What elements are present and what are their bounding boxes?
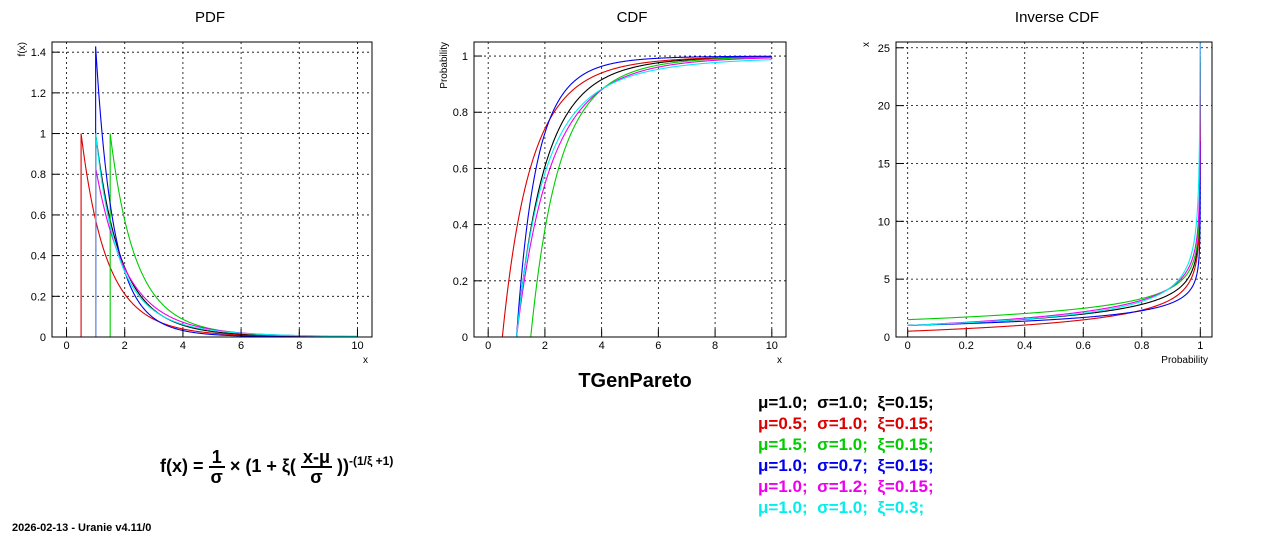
plot-frame-pdf	[51, 41, 373, 338]
series-2-line	[501, 56, 772, 337]
y-tick-label: 0	[884, 332, 890, 344]
y-tick-label: 0.2	[453, 276, 468, 288]
legend-entry-3: μ=1.5; σ=1.0; ξ=0.15;	[758, 435, 934, 454]
legend: μ=1.0; σ=1.0; ξ=0.15; μ=0.5; σ=1.0; ξ=0.…	[758, 392, 934, 518]
x-axis-label-cdf: x	[777, 355, 782, 366]
x-tick-label: 6	[655, 340, 661, 352]
x-tick-label: 0	[63, 340, 69, 352]
x-tick-label: 0.4	[1017, 340, 1032, 352]
formula-lhs: f(x) =	[160, 455, 204, 476]
pdf-formula: f(x) = 1 σ × (1 + ξ( x-μ σ ))-(1/ξ +1)	[160, 448, 393, 486]
formula-frac1-numerator: 1	[208, 448, 225, 468]
formula-middle: × (1 + ξ(	[229, 455, 296, 476]
plot-frame-cdf	[473, 41, 787, 338]
legend-entry-4: μ=1.0; σ=0.7; ξ=0.15;	[758, 456, 934, 475]
y-tick-label: 1	[462, 51, 468, 63]
formula-fraction-1: 1 σ	[208, 448, 225, 487]
x-tick-label: 10	[766, 340, 778, 352]
y-tick-label: 0.6	[31, 210, 46, 222]
x-tick-label: 6	[238, 340, 244, 352]
y-axis-label-cdf: Probability	[439, 42, 450, 89]
panel-pdf: 0 2 4 6 8 10 0 0.2 0.4 0.6 0.8 1 1.2 1.4 PDF x f(x)	[17, 9, 373, 366]
series-5-line	[516, 57, 772, 337]
series-1-line	[516, 56, 772, 337]
series-4-line	[95, 46, 358, 337]
series-2-line	[907, 67, 1201, 332]
series-6-line	[95, 133, 358, 337]
formula-close: ))	[336, 455, 349, 476]
series-6-line	[907, 42, 1201, 326]
series-5-line	[907, 42, 1201, 326]
x-tick-label: 2	[542, 340, 548, 352]
formula-frac1-denominator: σ	[210, 467, 223, 487]
legend-entry-2: μ=0.5; σ=1.0; ξ=0.15;	[758, 414, 934, 433]
x-axis-label-pdf: x	[363, 355, 368, 366]
legend-entry-5: μ=1.0; σ=1.2; ξ=0.15;	[758, 477, 934, 496]
y-tick-label: 10	[878, 216, 890, 228]
x-tick-label: 0.8	[1134, 340, 1149, 352]
series-2-line	[80, 133, 358, 337]
x-tick-label: 8	[296, 340, 302, 352]
y-tick-label: 25	[878, 43, 890, 55]
x-tick-label: 0	[485, 340, 491, 352]
y-tick-label: 0.2	[31, 291, 46, 303]
series-group-pdf	[80, 46, 358, 337]
series-1-line	[907, 61, 1201, 326]
x-tick-label: 0.2	[959, 340, 974, 352]
series-3-line	[907, 56, 1201, 321]
x-tick-label: 8	[712, 340, 718, 352]
series-6-line	[516, 59, 772, 337]
plot-title-cdf: CDF	[617, 9, 648, 26]
main-title: TGenPareto	[578, 370, 692, 392]
x-tick-label: 2	[122, 340, 128, 352]
y-tick-label: 1.2	[31, 88, 46, 100]
footer-version: 2026-02-13 - Uranie v4.11/0	[12, 522, 152, 534]
series-3-line	[530, 56, 772, 337]
panel-cdf: 0 2 4 6 8 10 0 0.2 0.4 0.6 0.8 1 CDF x Probability	[439, 9, 787, 366]
legend-entry-1: μ=1.0; σ=1.0; ξ=0.15;	[758, 393, 934, 412]
series-3-line	[109, 133, 358, 337]
y-tick-label: 1.4	[31, 47, 46, 59]
y-tick-label: 0.8	[31, 169, 46, 181]
series-5-line	[95, 167, 358, 337]
series-group-inverse-cdf	[907, 42, 1201, 332]
y-tick-label: 0.6	[453, 163, 468, 175]
y-tick-label: 0	[462, 332, 468, 344]
y-tick-label: 20	[878, 101, 890, 113]
series-group-cdf	[501, 55, 772, 337]
formula-exponent: -(1/ξ +1)	[348, 453, 394, 468]
formula-frac2-denominator: σ	[310, 467, 323, 487]
y-tick-label: 5	[884, 274, 890, 286]
x-tick-label: 0.6	[1076, 340, 1091, 352]
y-tick-label: 1	[40, 129, 46, 141]
x-tick-label: 0	[905, 340, 911, 352]
x-tick-label: 1	[1197, 340, 1203, 352]
formula-frac2-numerator: x-μ	[300, 447, 332, 468]
y-axis-label-inverse-cdf: x	[861, 42, 872, 47]
series-4-line	[907, 140, 1201, 326]
y-axis-label-pdf: f(x)	[17, 42, 28, 56]
y-tick-label: 15	[878, 158, 890, 170]
x-tick-label: 10	[351, 340, 363, 352]
formula-fraction-2: x-μ σ	[300, 447, 332, 487]
plot-title-inverse-cdf: Inverse CDF	[1015, 9, 1099, 26]
plot-title-pdf: PDF	[195, 9, 225, 26]
y-tick-label: 0.4	[453, 220, 468, 232]
y-tick-label: 0.4	[31, 251, 46, 263]
legend-entry-6: μ=1.0; σ=1.0; ξ=0.3;	[758, 498, 925, 517]
x-tick-label: 4	[180, 340, 186, 352]
x-axis-label-inverse-cdf: Probability	[1161, 355, 1208, 366]
y-tick-label: 0.8	[453, 107, 468, 119]
x-tick-label: 4	[599, 340, 605, 352]
plot-frame-inverse-cdf	[895, 41, 1213, 338]
series-4-line	[516, 55, 772, 337]
y-tick-label: 0	[40, 332, 46, 344]
